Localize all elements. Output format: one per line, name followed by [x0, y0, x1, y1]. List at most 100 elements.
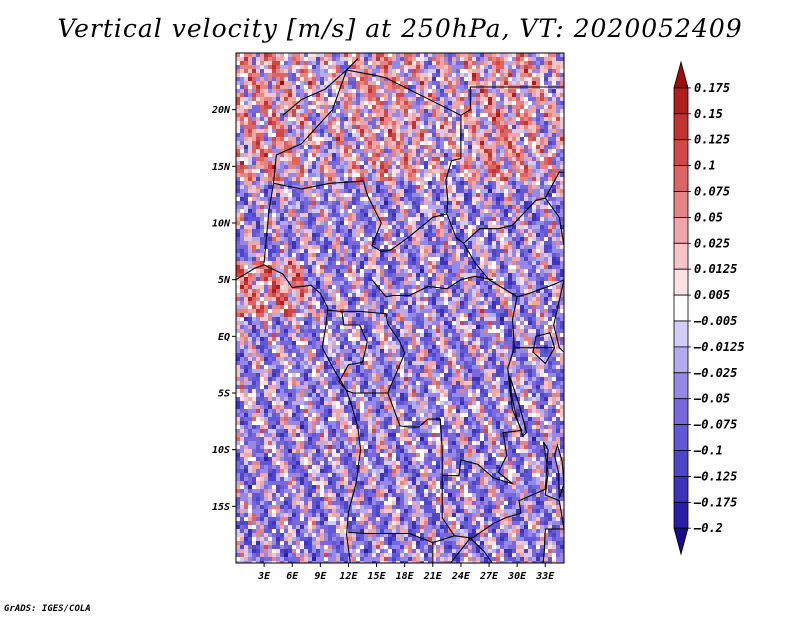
field-cell	[380, 213, 384, 217]
field-cell	[264, 285, 268, 289]
field-cell	[300, 161, 304, 165]
field-cell	[412, 109, 416, 113]
field-cell	[492, 137, 496, 141]
field-cell	[524, 229, 528, 233]
field-cell	[268, 69, 272, 73]
field-cell	[348, 241, 352, 245]
field-cell	[464, 173, 468, 177]
field-cell	[484, 93, 488, 97]
field-cell	[392, 193, 396, 197]
field-cell	[372, 173, 376, 177]
field-cell	[548, 257, 552, 261]
field-cell	[404, 65, 408, 69]
field-cell	[380, 117, 384, 121]
field-cell	[464, 273, 468, 277]
field-cell	[552, 97, 556, 101]
field-cell	[544, 225, 548, 229]
field-cell	[456, 249, 460, 253]
field-cell	[308, 241, 312, 245]
field-cell	[340, 77, 344, 81]
field-cell	[316, 237, 320, 241]
field-cell	[336, 85, 340, 89]
field-cell	[340, 65, 344, 69]
field-cell	[368, 277, 372, 281]
field-cell	[344, 209, 348, 213]
field-cell	[472, 269, 476, 273]
field-cell	[516, 181, 520, 185]
field-cell	[332, 81, 336, 85]
field-cell	[240, 77, 244, 81]
field-cell	[384, 241, 388, 245]
field-cell	[316, 225, 320, 229]
field-cell	[368, 145, 372, 149]
field-cell	[400, 105, 404, 109]
field-cell	[276, 285, 280, 289]
field-cell	[328, 149, 332, 153]
field-cell	[384, 61, 388, 65]
field-cell	[384, 77, 388, 81]
field-cell	[548, 141, 552, 145]
field-cell	[308, 157, 312, 161]
field-cell	[416, 65, 420, 69]
field-cell	[468, 261, 472, 265]
field-cell	[384, 213, 388, 217]
field-cell	[288, 197, 292, 201]
field-cell	[416, 121, 420, 125]
field-cell	[544, 193, 548, 197]
field-cell	[444, 125, 448, 129]
field-cell	[484, 145, 488, 149]
field-cell	[304, 129, 308, 133]
field-cell	[284, 69, 288, 73]
field-cell	[460, 129, 464, 133]
field-cell	[544, 109, 548, 113]
field-cell	[340, 277, 344, 281]
field-cell	[456, 229, 460, 233]
field-cell	[260, 165, 264, 169]
field-cell	[444, 129, 448, 133]
field-cell	[248, 145, 252, 149]
field-cell	[276, 89, 280, 93]
field-cell	[264, 233, 268, 237]
field-cell	[432, 77, 436, 81]
field-cell	[516, 209, 520, 213]
field-cell	[316, 65, 320, 69]
field-cell	[392, 113, 396, 117]
field-cell	[516, 201, 520, 205]
field-cell	[244, 165, 248, 169]
field-cell	[488, 61, 492, 65]
field-cell	[496, 137, 500, 141]
field-cell	[432, 269, 436, 273]
field-cell	[428, 113, 432, 117]
field-cell	[372, 121, 376, 125]
field-cell	[508, 169, 512, 173]
field-cell	[424, 93, 428, 97]
field-cell	[552, 165, 556, 169]
field-cell	[408, 157, 412, 161]
field-cell	[288, 221, 292, 225]
field-cell	[348, 97, 352, 101]
field-cell	[400, 229, 404, 233]
field-cell	[364, 101, 368, 105]
field-cell	[260, 157, 264, 161]
field-cell	[348, 53, 352, 57]
field-cell	[488, 201, 492, 205]
field-cell	[268, 181, 272, 185]
field-cell	[464, 249, 468, 253]
field-cell	[280, 181, 284, 185]
field-cell	[360, 217, 364, 221]
field-cell	[420, 237, 424, 241]
field-cell	[304, 81, 308, 85]
field-cell	[236, 153, 240, 157]
field-cell	[384, 225, 388, 229]
field-cell	[308, 173, 312, 177]
field-cell	[488, 269, 492, 273]
field-cell	[240, 269, 244, 273]
field-cell	[452, 153, 456, 157]
field-cell	[376, 117, 380, 121]
field-cell	[468, 217, 472, 221]
field-cell	[292, 105, 296, 109]
field-cell	[500, 257, 504, 261]
field-cell	[276, 173, 280, 177]
field-cell	[532, 249, 536, 253]
field-cell	[352, 269, 356, 273]
